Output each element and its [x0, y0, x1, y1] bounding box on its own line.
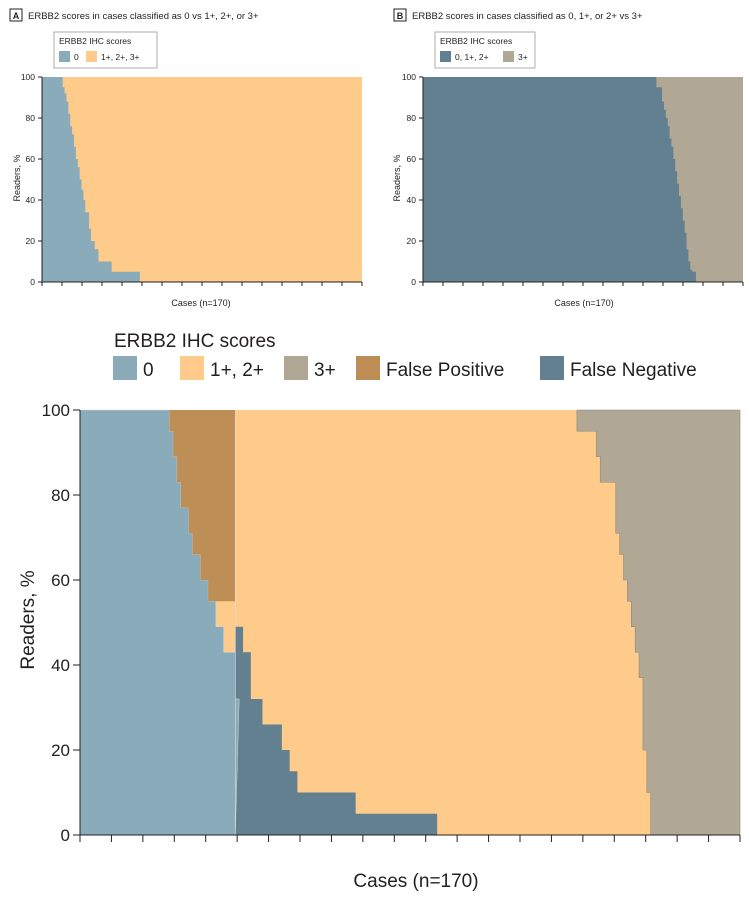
panel-a-area-0 [42, 77, 140, 282]
panel-a-legend-label-0: 0 [74, 52, 79, 62]
panel-a-ytick-label-5: 100 [21, 72, 35, 82]
panel-a-plot: 0 20 40 60 80 100 [21, 72, 363, 287]
panel-b-legend-swatch-1 [503, 51, 514, 62]
panel-a-legend-title: ERBB2 IHC scores [59, 36, 131, 46]
panel-a: A ERBB2 scores in cases classified as 0 … [9, 8, 363, 308]
panel-b-plot: 0 20 40 60 80 100 [402, 72, 744, 287]
panel-b-area-012 [423, 77, 696, 282]
panel-b-ytick-label-2: 40 [407, 195, 417, 205]
panel-b-xlabel: Cases (n=170) [554, 298, 613, 308]
main-ytick-label-1: 20 [51, 741, 70, 760]
main-legend-label-1: 1+, 2+ [210, 360, 264, 381]
panel-a-xlabel: Cases (n=170) [171, 298, 230, 308]
main-ylabel: Readers, % [18, 570, 39, 669]
panel-b-ytick-label-4: 80 [407, 113, 417, 123]
panel-a-legend-label-1: 1+, 2+, 3+ [101, 52, 140, 62]
panel-b-ytick-label-3: 60 [407, 154, 417, 164]
main-area-0 [79, 409, 240, 836]
main-legend-label-3: False Positive [386, 360, 504, 381]
main-legend-swatch-3 [356, 356, 380, 380]
panel-a-ylabel: Readers, % [12, 154, 22, 201]
panel-a-title: ERBB2 scores in cases classified as 0 vs… [28, 11, 259, 22]
panel-a-letter-box [9, 8, 23, 22]
main-ytick-label-2: 40 [51, 656, 70, 675]
main-legend-swatch-0 [113, 356, 137, 380]
panel-b-legend-box [434, 31, 536, 69]
panel-b-legend-label-1: 3+ [518, 52, 528, 62]
panel-b-ylabel: Readers, % [392, 154, 402, 201]
panel-a-ytick-label-0: 0 [30, 277, 35, 287]
main-legend-swatch-2 [284, 356, 308, 380]
panel-b-legend-label-0: 0, 1+, 2+ [455, 52, 489, 62]
panel-a-ytick-label-2: 40 [26, 195, 36, 205]
main-ytick-label-4: 80 [51, 486, 70, 505]
panel-a-ytick-label-4: 80 [26, 113, 36, 123]
main-legend-label-0: 0 [143, 360, 154, 381]
panel-a-legend-box [53, 31, 158, 69]
main-legend-label-4: False Negative [570, 360, 697, 381]
panel-b-ytick-label-1: 20 [407, 236, 417, 246]
panel-a-area-1plus [42, 77, 362, 282]
panel-a-legend-swatch-1 [86, 51, 97, 62]
panel-a-legend-swatch-0 [59, 51, 70, 62]
main-legend-title: ERBB2 IHC scores [114, 331, 276, 352]
main-plot: 0 20 40 60 80 100 [42, 401, 741, 845]
main-legend-swatch-4 [540, 356, 564, 380]
panel-b-legend-title: ERBB2 IHC scores [440, 36, 512, 46]
main-ytick-label-0: 0 [61, 826, 70, 845]
panel-b-title: ERBB2 scores in cases classified as 0, 1… [412, 11, 643, 22]
main-area-false-positive [169, 410, 236, 602]
panel-b-ytick-label-5: 100 [402, 72, 416, 82]
panel-b-legend-swatch-0 [440, 51, 451, 62]
main-legend-swatch-1 [180, 356, 204, 380]
main-legend-label-2: 3+ [314, 360, 336, 381]
panel-b-ytick-label-0: 0 [411, 277, 416, 287]
main-legend: ERBB2 IHC scores 0 1+, 2+ 3+ False Posit… [113, 331, 697, 381]
main-area-false-negative [235, 626, 438, 835]
panel-a-letter: A [13, 11, 20, 21]
main-xlabel: Cases (n=170) [353, 871, 478, 892]
panel-b-letter-box [393, 8, 407, 22]
main-ytick-label-3: 60 [51, 571, 70, 590]
main-area-3plus [576, 409, 741, 836]
panel-b: B ERBB2 scores in cases classified as 0,… [392, 8, 744, 308]
panel-b-letter: B [397, 11, 404, 21]
panel-a-ytick-label-3: 60 [26, 154, 36, 164]
main-ytick-label-5: 100 [42, 401, 70, 420]
panel-a-ytick-label-1: 20 [26, 236, 36, 246]
